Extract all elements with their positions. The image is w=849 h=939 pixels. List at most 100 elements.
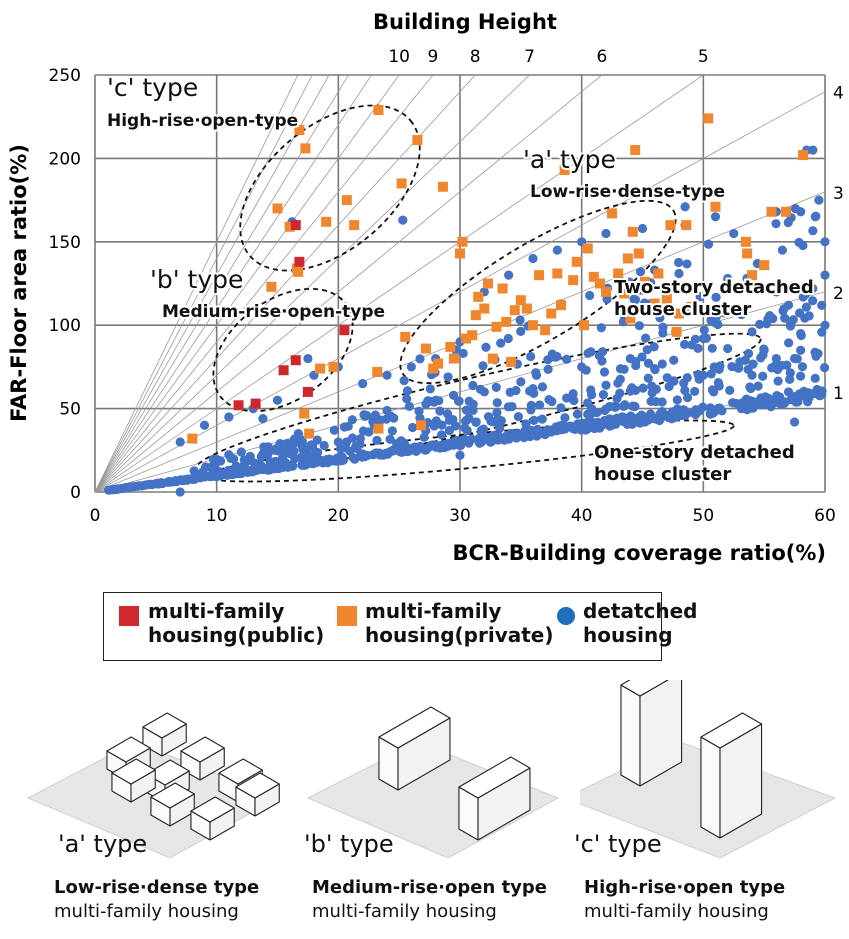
detached-housing-point xyxy=(504,270,514,280)
detached-housing-point xyxy=(602,294,612,304)
private-housing-point xyxy=(528,320,538,331)
detached-housing-point xyxy=(657,406,667,417)
detached-housing-point xyxy=(586,385,596,395)
low-rise-dense-illustration xyxy=(26,712,280,859)
private-housing-point xyxy=(266,281,277,292)
private-housing-point xyxy=(400,331,411,342)
detached-housing-point xyxy=(206,471,216,482)
detached-housing-point xyxy=(634,321,645,331)
private-housing-point xyxy=(457,236,468,247)
detached-housing-point xyxy=(808,296,818,306)
detached-housing-point xyxy=(535,400,545,410)
box-face xyxy=(111,758,156,785)
detached-housing-point xyxy=(478,424,489,434)
detached-housing-point xyxy=(811,351,821,361)
detached-housing-point xyxy=(246,455,256,466)
detached-housing-point xyxy=(817,300,827,311)
detached-housing-point xyxy=(672,395,682,405)
public-housing-point xyxy=(233,400,244,411)
panel-a-subtitle: multi-family housing xyxy=(54,901,239,922)
public-housing-point xyxy=(278,365,289,376)
detached-housing-point xyxy=(352,443,362,454)
detached-housing-point xyxy=(598,390,609,400)
chart-labels: 0 10 20 30 40 50 60 0 50 100 150 200 250 Building Hei… xyxy=(7,10,844,565)
height-label-top: 8 xyxy=(470,47,481,67)
private-housing-point xyxy=(552,268,563,279)
detached-housing-point xyxy=(669,376,679,386)
detached-housing-point xyxy=(516,377,526,387)
private-housing-point xyxy=(497,283,508,294)
detached-housing-point xyxy=(272,395,283,405)
detached-housing-point xyxy=(407,422,418,433)
detached-housing-point xyxy=(719,308,729,318)
detached-housing-point xyxy=(798,292,808,302)
detached-housing-point xyxy=(547,396,557,407)
low-rise-building xyxy=(235,772,280,817)
detached-housing-point xyxy=(486,416,496,426)
low-rise-building xyxy=(190,796,235,841)
box-face xyxy=(458,756,531,799)
detached-housing-point xyxy=(612,393,622,404)
detached-housing-point xyxy=(488,432,499,443)
detached-housing-point xyxy=(798,240,808,251)
private-housing-point xyxy=(588,271,599,282)
height-label-right: 2 xyxy=(833,284,844,304)
medium-rise-building xyxy=(458,756,531,841)
detached-housing-point xyxy=(717,406,727,416)
detached-housing-point xyxy=(212,454,222,465)
detached-housing-point xyxy=(669,355,679,365)
detached-housing-point xyxy=(289,438,299,448)
detached-housing-point xyxy=(620,400,630,410)
detached-housing-point xyxy=(224,412,234,422)
detached-housing-point xyxy=(601,228,611,239)
detached-housing-point xyxy=(471,417,481,428)
detached-housing-point xyxy=(747,327,757,337)
height-label-right: 3 xyxy=(833,184,844,204)
box-face xyxy=(190,796,235,823)
detached-housing-point xyxy=(259,442,269,452)
detached-housing-point xyxy=(475,384,486,394)
private-housing-point xyxy=(428,363,439,374)
private-housing-point xyxy=(674,308,684,319)
detached-housing-point xyxy=(238,461,249,471)
detached-housing-point xyxy=(583,348,593,358)
detached-housing-point xyxy=(501,431,511,441)
box-face xyxy=(235,772,280,799)
detached-housing-point xyxy=(639,298,650,308)
detached-housing-point xyxy=(389,413,399,423)
detached-housing-point xyxy=(329,425,339,435)
detached-housing-point xyxy=(795,371,806,381)
detached-housing-point xyxy=(562,354,572,364)
box-face xyxy=(106,736,151,763)
private-housing-point xyxy=(304,428,315,439)
detached-housing-point xyxy=(297,440,307,451)
private-housing-point xyxy=(412,135,423,146)
high-rise-open-illustration xyxy=(563,660,837,859)
detached-housing-point xyxy=(303,353,313,364)
detached-housing-point xyxy=(637,352,647,362)
detached-housing-point xyxy=(751,397,761,407)
private-housing-point xyxy=(416,420,427,431)
private-housing-point xyxy=(546,308,557,319)
detached-housing-point xyxy=(382,370,392,380)
detached-housing-point xyxy=(406,362,416,372)
private-housing-point xyxy=(649,298,660,309)
private-housing-point xyxy=(448,353,459,364)
detached-housing-point xyxy=(710,212,721,222)
private-housing-point xyxy=(272,203,283,214)
height-label-top: 10 xyxy=(388,47,410,67)
private-housing-point xyxy=(501,316,512,327)
private-housing-point xyxy=(349,220,360,231)
detached-housing-point xyxy=(313,447,323,458)
detached-housing-point xyxy=(783,217,793,228)
detached-housing-point xyxy=(595,423,605,433)
detached-housing-point xyxy=(265,465,275,475)
detached-housing-point xyxy=(690,334,701,344)
height-label-right: 4 xyxy=(833,84,844,104)
detached-housing-point xyxy=(789,392,799,402)
detached-housing-point xyxy=(640,333,651,343)
detached-housing-point xyxy=(372,435,382,445)
detached-housing-point xyxy=(771,353,781,364)
private-housing-point xyxy=(341,195,352,206)
detached-housing-point xyxy=(348,453,358,463)
